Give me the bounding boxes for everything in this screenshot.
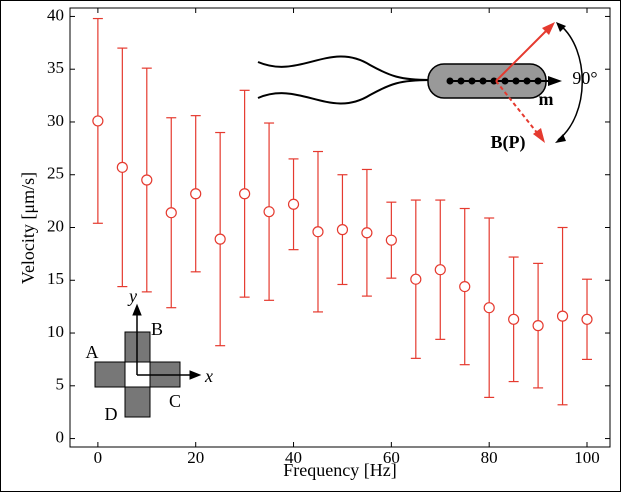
annotation: 90° xyxy=(572,68,597,88)
point xyxy=(410,273,422,285)
annotation: C xyxy=(169,391,181,411)
annotation: y xyxy=(127,286,137,306)
point xyxy=(361,227,373,239)
x-tick-label: 80 xyxy=(481,448,498,467)
annotation: m xyxy=(539,89,554,109)
swimmer-inset xyxy=(257,22,583,143)
annotation: B(P) xyxy=(491,132,526,153)
y-tick-label: 5 xyxy=(56,375,65,394)
x-tick-label: 0 xyxy=(94,448,103,467)
point xyxy=(214,233,226,245)
y-tick-label: 40 xyxy=(47,5,64,24)
y-tick-label: 35 xyxy=(47,58,64,77)
y-tick-label: 0 xyxy=(56,427,65,446)
point xyxy=(483,302,495,314)
cross-inset xyxy=(94,303,202,418)
annotation: B xyxy=(151,319,163,339)
point xyxy=(434,264,446,276)
point xyxy=(556,310,569,322)
x-axis-label: Frequency [Hz] xyxy=(283,460,396,480)
y-tick-label: 25 xyxy=(47,164,64,183)
x-tick-label: 60 xyxy=(383,448,400,467)
point xyxy=(336,224,349,236)
x-tick-label: 100 xyxy=(574,448,600,467)
y-tick-label: 10 xyxy=(47,322,64,341)
point xyxy=(165,207,177,219)
annotation: x xyxy=(204,366,213,386)
point xyxy=(312,226,324,238)
point xyxy=(385,234,397,246)
point xyxy=(141,174,153,186)
point xyxy=(92,115,104,127)
point xyxy=(116,161,128,173)
point xyxy=(287,198,300,210)
y-tick-label: 20 xyxy=(47,216,64,235)
annotation: A xyxy=(86,342,99,362)
y-tick-label: 30 xyxy=(47,111,64,130)
point xyxy=(239,188,251,200)
point xyxy=(459,280,471,293)
point xyxy=(508,313,520,325)
point xyxy=(263,206,275,218)
point xyxy=(581,313,593,325)
x-tick-label: 40 xyxy=(285,448,302,467)
point xyxy=(190,188,202,200)
point xyxy=(532,320,544,332)
x-tick-label: 20 xyxy=(187,448,204,467)
y-axis-label: Velocity [μm/s] xyxy=(18,172,38,284)
annotation: D xyxy=(105,404,118,424)
y-tick-label: 15 xyxy=(47,269,64,288)
